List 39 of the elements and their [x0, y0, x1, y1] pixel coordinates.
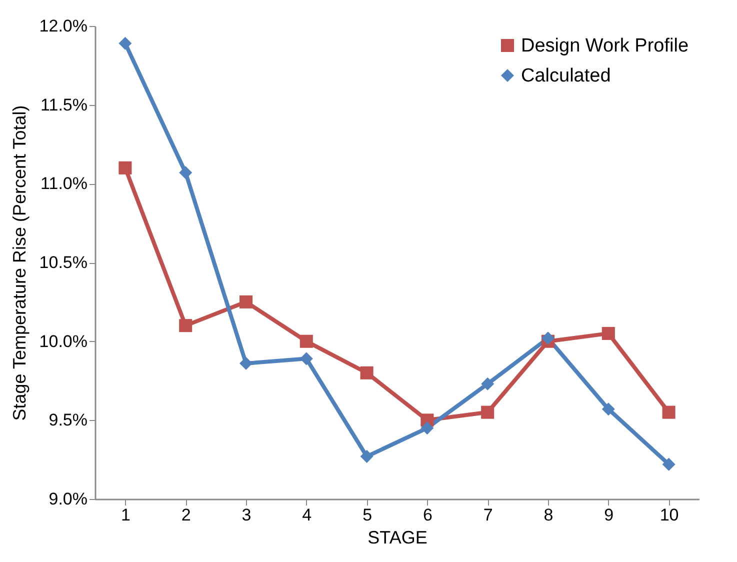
point [662, 458, 676, 471]
y-tick-label: 10.0% [39, 332, 88, 351]
x-axis-title: STAGE [368, 528, 428, 548]
point [602, 326, 615, 340]
point [541, 332, 555, 345]
x-tick-label: 4 [302, 506, 312, 524]
point [360, 450, 374, 463]
x-tick-label: 9 [604, 506, 614, 524]
y-tick-label: 9.0% [48, 490, 88, 508]
point [360, 366, 374, 380]
point [179, 319, 192, 332]
point [481, 377, 494, 390]
x-tick-label: 7 [483, 506, 493, 524]
y-tick-label: 12.0% [39, 16, 88, 36]
y-tick-label: 10.5% [39, 253, 88, 272]
y-axis-title: Stage Temperature Rise (Percent Total) [9, 105, 30, 421]
x-tick-label: 1 [120, 506, 130, 524]
x-tick-label: 5 [362, 506, 372, 524]
y-tick-label: 11.5% [40, 95, 88, 114]
point [602, 402, 615, 416]
point [481, 406, 494, 419]
point [239, 295, 253, 308]
legend-label: Design Work Profile [521, 36, 689, 56]
x-tick-label: 2 [181, 506, 191, 524]
x-tick-label: 6 [422, 506, 432, 524]
point [420, 422, 434, 435]
y-tick-label: 11.0% [40, 174, 88, 194]
x-tick-label: 3 [242, 506, 252, 524]
point [300, 352, 313, 366]
point [118, 36, 132, 50]
point [239, 356, 253, 370]
point [179, 166, 192, 180]
point [118, 161, 132, 174]
x-tick-label: 8 [544, 506, 554, 524]
x-tick-label: 10 [660, 506, 679, 524]
point [300, 334, 313, 348]
y-tick-label: 9.5% [48, 410, 88, 430]
legend-label: Calculated [521, 66, 611, 86]
point [662, 406, 676, 419]
